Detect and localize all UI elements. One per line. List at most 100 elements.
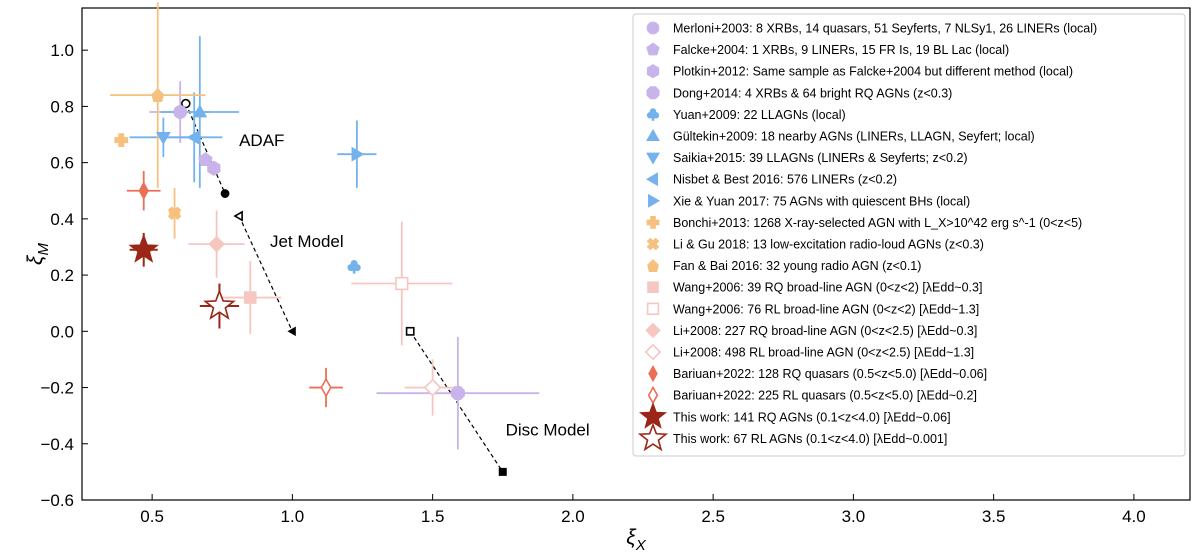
x-tick-label: 4.0 bbox=[1122, 507, 1146, 526]
y-tick-label: −0.6 bbox=[40, 491, 74, 510]
legend-frame bbox=[632, 13, 1186, 457]
model-tracks bbox=[180, 98, 507, 476]
y-axis-label-main: ξ bbox=[24, 254, 47, 265]
annotation-label: Disc Model bbox=[506, 420, 590, 439]
legend-entry: Yuan+2009: 22 LLAGNs (local) bbox=[673, 108, 846, 122]
legend-entry: Saikia+2015: 39 LLAGNs (LINERs & Seyfert… bbox=[673, 151, 968, 165]
x-tick-label: 3.0 bbox=[842, 507, 866, 526]
legend-entry: Xie & Yuan 2017: 75 AGNs with quiescent … bbox=[673, 194, 970, 208]
legend-entry: Gültekin+2009: 18 nearby AGNs (LINERs, L… bbox=[673, 130, 1035, 144]
legend-entry: This work: 67 RL AGNs (0.1<z<4.0) [λEdd~… bbox=[673, 432, 947, 446]
legend-marker bbox=[646, 237, 660, 251]
model-track-start-marker bbox=[405, 326, 415, 336]
data-point bbox=[128, 233, 159, 263]
legend-entry: This work: 141 RQ AGNs (0.1<z<4.0) [λEdd… bbox=[673, 410, 951, 424]
x-tick-label: 2.0 bbox=[561, 507, 585, 526]
annotations: ADAF Jet Model Disc Model bbox=[239, 131, 590, 440]
legend-entry: Li & Gu 2018: 13 low-excitation radio-lo… bbox=[673, 238, 984, 252]
annotation-label: Jet Model bbox=[270, 232, 344, 251]
legend: Merloni+2003: 8 XRBs, 14 quasars, 51 Sey… bbox=[632, 13, 1186, 457]
data-point bbox=[192, 104, 208, 118]
data-point bbox=[203, 288, 236, 320]
model-track-end-marker bbox=[220, 189, 230, 198]
legend-entry: Dong+2014: 4 XRBs & 64 bright RQ AGNs (z… bbox=[673, 86, 952, 100]
data-point bbox=[167, 206, 182, 221]
y-axis-label-sub: M bbox=[35, 243, 52, 256]
y-tick-label: −0.4 bbox=[40, 435, 74, 454]
legend-marker bbox=[645, 172, 658, 187]
model-track-line bbox=[238, 215, 293, 332]
x-tick-label: 3.5 bbox=[982, 507, 1006, 526]
legend-entry: Merloni+2003: 8 XRBs, 14 quasars, 51 Sey… bbox=[673, 22, 1097, 36]
legend-marker bbox=[646, 216, 660, 229]
legend-marker bbox=[646, 42, 660, 56]
data-point bbox=[173, 105, 188, 119]
model-track-start-marker bbox=[233, 210, 243, 222]
legend-entry: Li+2008: 498 RL broad-line AGN (0<z<2.5)… bbox=[673, 346, 974, 360]
y-tick-label: 0.2 bbox=[50, 266, 74, 285]
legend-marker bbox=[646, 86, 660, 100]
legend-marker bbox=[646, 128, 660, 141]
legend-entry: Bariuan+2022: 128 RQ quasars (0.5<z<5.0)… bbox=[673, 367, 987, 381]
legend-entry: Bariuan+2022: 225 RL quasars (0.5<z<5.0)… bbox=[673, 389, 977, 403]
legend-marker bbox=[646, 302, 660, 315]
data-point bbox=[207, 160, 221, 176]
legend-marker bbox=[646, 21, 660, 35]
data-point bbox=[198, 152, 213, 167]
legend-entry: Falcke+2004: 1 XRBs, 9 LINERs, 15 FR Is,… bbox=[673, 43, 1009, 57]
legend-marker bbox=[646, 108, 660, 121]
y-tick-label: 0.4 bbox=[50, 210, 74, 229]
data-point bbox=[208, 235, 226, 253]
x-axis-label: ξX bbox=[626, 526, 646, 554]
legend-marker bbox=[646, 64, 660, 79]
y-axis-label: ξM bbox=[24, 243, 52, 265]
data-point bbox=[351, 146, 365, 162]
data-point bbox=[114, 133, 129, 148]
legend-entry: Nisbet & Best 2016: 576 LINERs (z<0.2) bbox=[673, 173, 897, 187]
legend-entry: Wang+2006: 76 RL broad-line AGN (0<z<2) … bbox=[673, 302, 979, 316]
model-track-end-marker bbox=[498, 467, 507, 476]
data-point bbox=[347, 260, 361, 274]
data-point bbox=[244, 291, 257, 304]
data-point bbox=[155, 131, 171, 145]
model-track-end-marker bbox=[287, 326, 296, 337]
data-point bbox=[151, 88, 165, 103]
legend-marker bbox=[647, 259, 659, 272]
x-axis-label-main: ξ bbox=[626, 526, 637, 549]
legend-marker bbox=[644, 343, 662, 361]
legend-entry: Fan & Bai 2016: 32 young radio AGN (z<0.… bbox=[673, 259, 921, 273]
model-track-start-marker bbox=[180, 98, 191, 109]
legend-marker bbox=[646, 152, 660, 165]
y-tick-label: −0.2 bbox=[40, 379, 74, 398]
y-tick-label: 0.0 bbox=[50, 322, 74, 341]
marker-shape bbox=[167, 206, 182, 221]
legend-entry: Wang+2006: 39 RQ broad-line AGN (0<z<2) … bbox=[673, 281, 982, 295]
data-points bbox=[114, 88, 465, 401]
data-point bbox=[423, 378, 442, 397]
marker-shape bbox=[646, 237, 660, 251]
legend-marker bbox=[648, 364, 658, 383]
model-track-line bbox=[185, 103, 226, 194]
data-point bbox=[395, 276, 409, 291]
data-point bbox=[138, 181, 149, 201]
y-tick-label: 0.6 bbox=[50, 154, 74, 173]
marker-stem bbox=[651, 114, 655, 121]
x-axis-label-sub: X bbox=[635, 537, 647, 554]
legend-entry: Plotkin+2012: Same sample as Falcke+2004… bbox=[673, 65, 1073, 79]
data-point bbox=[186, 129, 200, 145]
y-tick-label: 1.0 bbox=[50, 41, 74, 60]
annotation-label: ADAF bbox=[239, 131, 284, 150]
legend-entry: Bonchi+2013: 1268 X-ray-selected AGN wit… bbox=[673, 216, 1082, 230]
data-point bbox=[450, 386, 465, 401]
x-tick-label: 0.5 bbox=[140, 507, 164, 526]
y-tick-label: 0.8 bbox=[50, 97, 74, 116]
data-point bbox=[320, 377, 332, 398]
x-tick-label: 1.0 bbox=[281, 507, 305, 526]
legend-marker bbox=[647, 281, 659, 293]
legend-entry: Li+2008: 227 RQ broad-line AGN (0<z<2.5)… bbox=[673, 324, 977, 338]
plot-frame bbox=[81, 7, 1191, 501]
x-tick-label: 1.5 bbox=[421, 507, 445, 526]
model-track-line bbox=[409, 330, 504, 473]
legend-marker bbox=[645, 322, 661, 339]
